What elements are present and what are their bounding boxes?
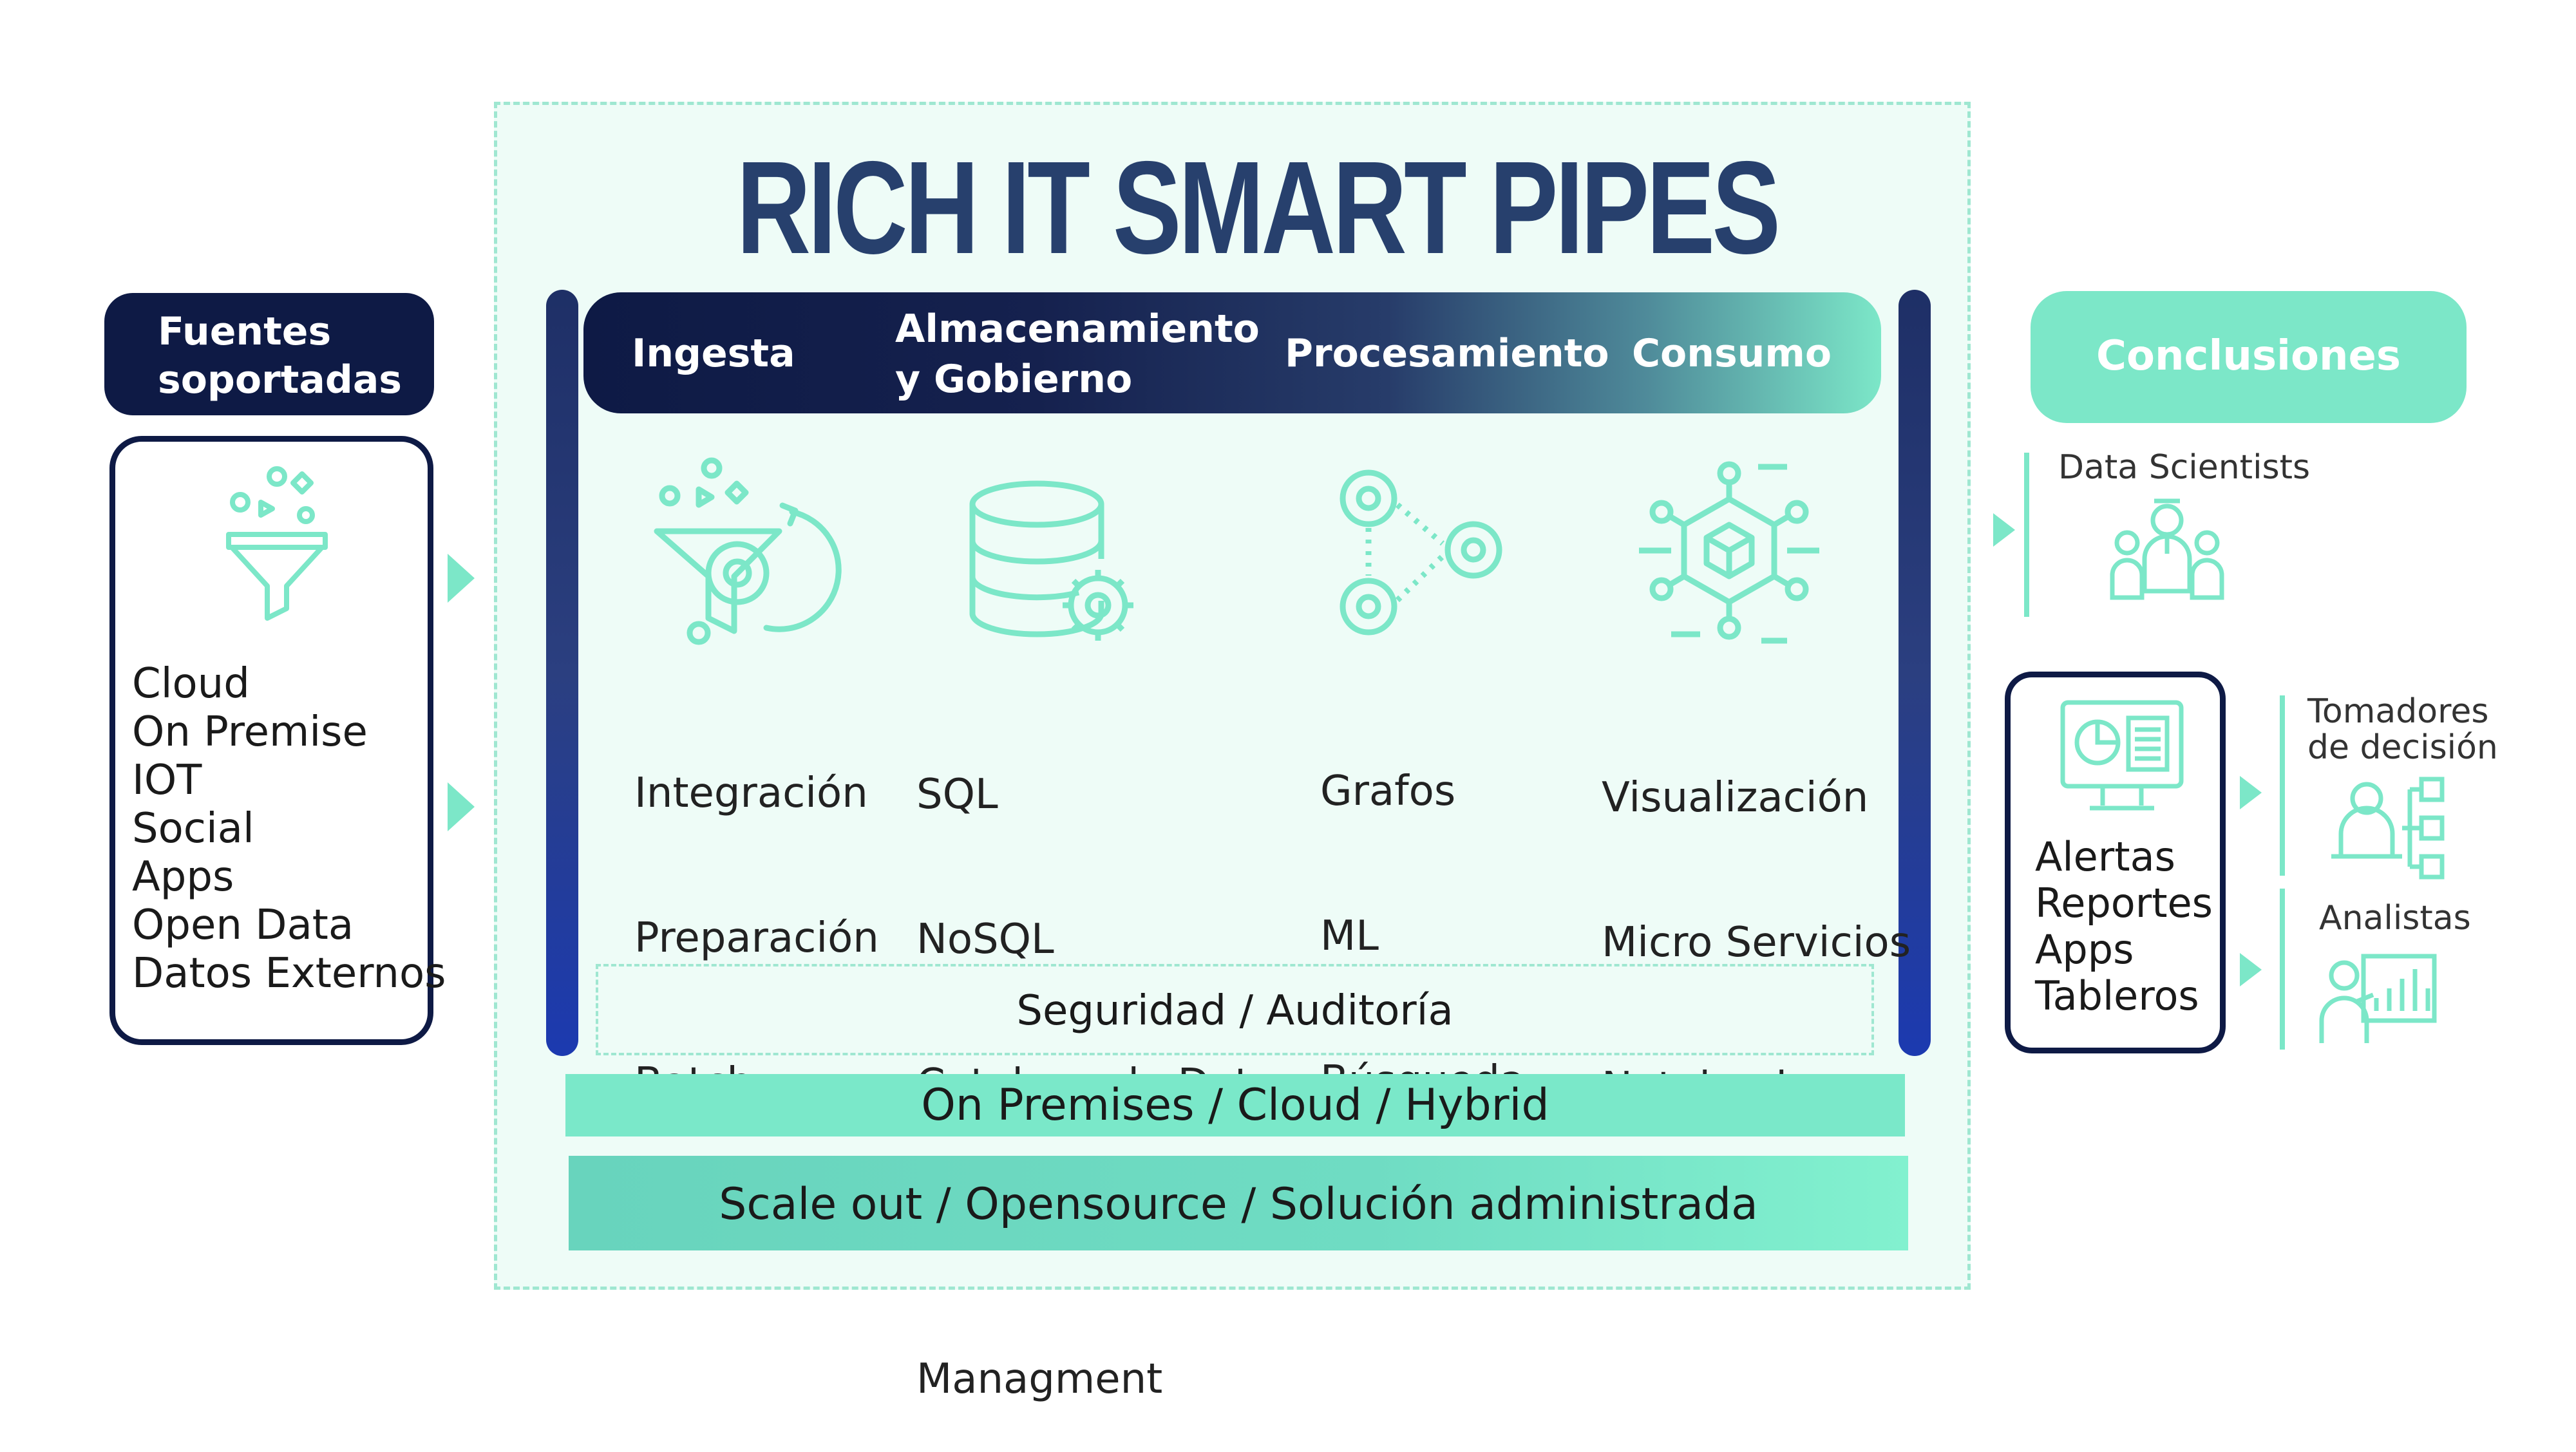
stage-label-almacenamiento: Almacenamiento y Gobierno [895,306,1260,402]
gears-network-icon [1340,469,1502,636]
decision-makers-label: Tomadores de decisión [2307,692,2498,767]
sources-header-label: Fuentes soportadas [158,309,402,402]
list-item: Micro Servicios [1602,919,1911,966]
security-box [596,964,1874,1055]
database-gear-icon [969,480,1133,641]
data-scientists-label: Data Scientists [2058,448,2311,487]
arrow-right-icon [448,554,475,603]
stage-label-ingesta: Ingesta [632,331,795,376]
conclusions-header [2031,291,2467,423]
org-chart-person-icon [2331,777,2445,880]
analyst-chart-icon [2319,954,2437,1043]
list-item: Grafos [1320,768,1456,815]
sources-box [109,436,433,1045]
deployment-bar [565,1074,1905,1136]
list-item: On Premise [132,708,368,756]
list-item: Reportes [2035,880,2213,927]
hex-network-icon [1639,461,1819,644]
list-item: Managment [916,1355,1163,1403]
security-label: Seguridad / Auditoría [1016,987,1454,1035]
stage-label-consumo: Consumo [1632,331,1832,376]
page-title: RICH IT SMART PIPES [736,134,1781,281]
arrow-right-icon [448,782,475,831]
arrow-right-icon [2240,776,2262,809]
divider [2280,695,2285,876]
list-item: Open Data [132,901,354,949]
list-item: NoSQL [916,916,1054,963]
outputs-list: Alertas Reportes Apps Tableros [2035,834,2213,1019]
dashboard-monitor-icon [2060,700,2184,811]
pipe-right [1899,290,1931,1056]
list-item: SQL [916,771,998,818]
funnel-gear-icon [654,457,842,645]
conclusions-header-label: Conclusiones [2096,332,2401,380]
scale-bar [569,1156,1908,1250]
sources-header [104,293,434,415]
list-item: Apps [2035,926,2134,973]
pipe-left [546,290,578,1056]
stage-header-band: Ingesta Almacenamiento y Gobierno Proces… [583,292,1881,413]
list-item: IOT [132,757,202,804]
divider [2024,453,2029,617]
list-item: Apps [132,853,234,901]
list-item: Social [132,805,254,853]
analysts-label: Analistas [2319,899,2471,938]
team-icon [2110,498,2224,600]
sources-list: Cloud On Premise IOT Social Apps Open Da… [132,660,446,998]
arrow-right-icon [2240,953,2262,986]
list-item: Preparación [634,914,879,962]
list-item: Integración [634,769,868,817]
list-item: Visualización [1602,774,1869,822]
stage-items-almacenamiento: SQL NoSQL Catalogo de Datos MDM Managmen… [916,674,1298,1452]
deployment-label: On Premises / Cloud / Hybrid [921,1080,1549,1131]
list-item: Cloud [132,660,250,708]
list-item: Datos Externos [132,950,446,997]
stage-label-procesamiento: Procesamiento [1285,331,1609,376]
arrow-right-icon [1993,513,2015,547]
list-item: ML [1320,912,1379,960]
list-item: Alertas [2035,833,2175,880]
list-item: Tableros [2035,972,2199,1019]
scale-label: Scale out / Opensource / Solución admini… [719,1179,1758,1230]
divider [2280,889,2285,1050]
funnel-icon [226,466,328,621]
